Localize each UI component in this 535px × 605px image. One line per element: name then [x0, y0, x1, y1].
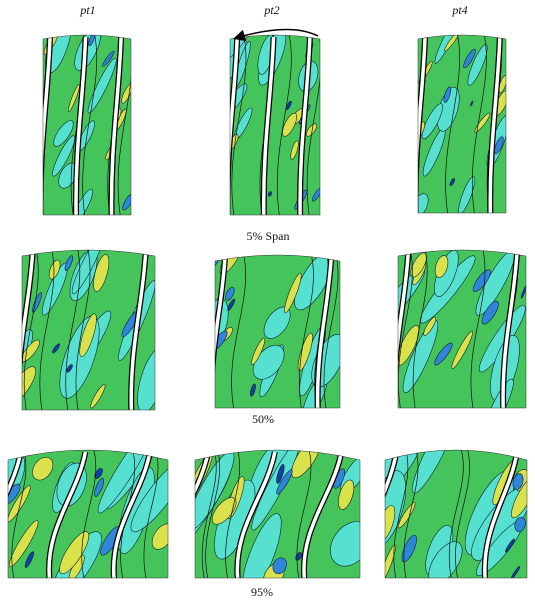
contour-panel [356, 408, 535, 590]
contour-panel [4, 234, 172, 416]
row-label: 5% Span [247, 229, 290, 243]
contour-panel [212, 12, 323, 219]
row-label: 50% [252, 412, 274, 426]
contour-panel [40, 12, 136, 227]
contour-panel [408, 15, 513, 221]
column-label: pt1 [79, 3, 95, 17]
contour-panel [0, 421, 195, 600]
figure: pt1 pt2 pt4 5% Span 50% 95% [0, 0, 535, 600]
contour-panel [159, 433, 379, 600]
page: pt1 pt2 pt4 5% Span 50% 95% (() => { con… [0, 0, 535, 600]
row-label: 95% [251, 585, 273, 599]
column-label: pt2 [263, 3, 279, 17]
panels [0, 12, 535, 600]
column-label: pt4 [451, 3, 467, 17]
contour-panel [197, 237, 352, 424]
